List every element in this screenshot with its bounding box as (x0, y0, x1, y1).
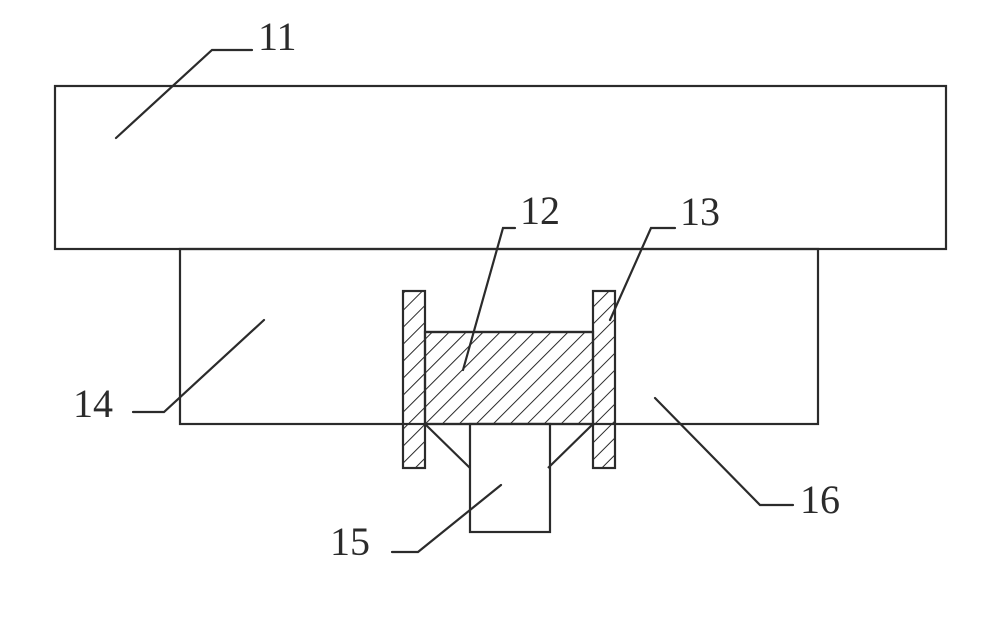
leader-13 (610, 228, 675, 320)
leader-11 (116, 50, 252, 138)
label-15: 15 (330, 519, 370, 564)
hatched-fill (425, 332, 593, 424)
label-12: 12 (520, 188, 560, 233)
label-13: 13 (680, 189, 720, 234)
hatched-fill (403, 291, 425, 468)
leader-lines (116, 50, 793, 552)
diagram-root: 11 12 13 14 15 16 (0, 0, 1000, 617)
leader-14 (133, 320, 264, 412)
part-11 (55, 86, 946, 249)
labels: 11 12 13 14 15 16 (73, 14, 840, 564)
label-16: 16 (800, 477, 840, 522)
shape-outlines (55, 86, 946, 532)
part-15 (470, 424, 550, 532)
leader-16 (655, 398, 793, 505)
label-14: 14 (73, 381, 113, 426)
label-11: 11 (258, 14, 297, 59)
